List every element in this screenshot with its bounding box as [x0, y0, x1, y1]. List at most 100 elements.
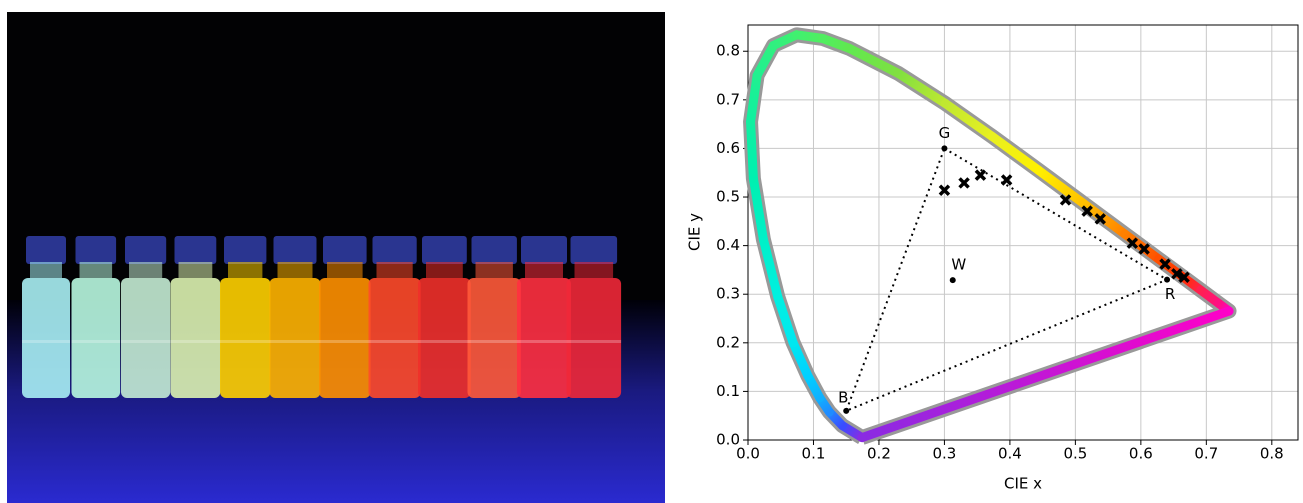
sample-marker — [1000, 174, 1013, 186]
vial-liquid-line — [517, 340, 571, 343]
vial-liquid-line — [467, 340, 521, 343]
vial-cap — [125, 236, 167, 264]
y-tick-label: 0.6 — [716, 139, 740, 157]
vial-neck — [327, 262, 363, 278]
locus-segment — [758, 234, 783, 302]
y-axis-label: CIE y — [686, 213, 704, 251]
vial-liquid-line — [71, 340, 121, 343]
y-tick-label: 0.8 — [716, 42, 740, 60]
vial-neck — [376, 262, 413, 278]
sample-marker — [1171, 268, 1183, 280]
sample-marker — [1126, 237, 1139, 249]
x-tick-label: 0.0 — [736, 445, 760, 463]
y-tick-label: 0.2 — [716, 333, 740, 351]
vial-cap — [224, 236, 267, 264]
vial-body — [269, 278, 321, 398]
plot-frame — [747, 24, 1299, 441]
locus-segment — [752, 40, 778, 80]
vial-neck — [178, 262, 213, 278]
vial-body — [418, 278, 471, 398]
vial-neck — [525, 262, 563, 278]
primary-point — [941, 145, 948, 152]
sample-marker — [958, 177, 970, 189]
vial-cap — [521, 236, 567, 264]
vial-liquid-line — [22, 340, 70, 343]
sample-marker — [1081, 205, 1093, 217]
x-tick-label: 0.6 — [1129, 445, 1153, 463]
vial-neck — [30, 262, 62, 278]
locus-segment — [987, 132, 1044, 175]
primary-label: W — [951, 256, 966, 274]
primary-point — [1164, 276, 1171, 283]
locus-segment — [857, 306, 1234, 443]
vial-body — [170, 278, 221, 398]
primary-label: G — [939, 124, 951, 142]
vial-body — [121, 278, 171, 398]
vial-liquid-line — [170, 340, 221, 343]
vial-neck — [79, 262, 113, 278]
vial-cap — [471, 236, 517, 264]
vial-cap — [174, 236, 217, 264]
vial-liquid-line — [418, 340, 471, 343]
locus-segment — [746, 70, 762, 127]
vial-liquid-line — [566, 340, 622, 343]
y-tick-label: 0.0 — [716, 431, 740, 449]
sample-marker — [1178, 271, 1190, 283]
vial-body — [22, 278, 70, 398]
x-tick-label: 0.7 — [1194, 445, 1218, 463]
vial-body — [517, 278, 571, 398]
y-tick-label: 0.4 — [716, 236, 740, 254]
vial-cap — [75, 236, 117, 264]
x-tick-label: 0.2 — [867, 445, 891, 463]
locus-segment — [893, 68, 950, 109]
vial-cap — [273, 236, 317, 264]
y-tick-label: 0.5 — [716, 188, 740, 206]
vial-body — [319, 278, 371, 398]
vial-liquid-line — [319, 340, 371, 343]
locus-outline — [743, 27, 1237, 445]
sample-marker — [1159, 258, 1171, 270]
locus-segment — [748, 173, 768, 244]
locus-segment — [773, 292, 798, 347]
vial-cap — [570, 236, 618, 264]
locus-segment — [844, 43, 903, 78]
vial-liquid-line — [368, 340, 421, 343]
x-axis-label: CIE x — [1004, 475, 1042, 493]
locus-segment — [788, 337, 813, 381]
primary-label: R — [1165, 285, 1175, 303]
y-tick-label: 0.7 — [716, 90, 740, 108]
vial-body — [368, 278, 421, 398]
y-tick-label: 0.1 — [716, 382, 740, 400]
vial-cap — [422, 236, 467, 264]
locus-segment — [818, 34, 854, 53]
x-tick-label: 0.3 — [932, 445, 956, 463]
vial-neck — [426, 262, 463, 278]
sample-marker — [1138, 243, 1150, 255]
x-tick-label: 0.1 — [802, 445, 826, 463]
vial-body — [220, 278, 271, 398]
vial-liquid-line — [269, 340, 321, 343]
vial-neck — [574, 262, 614, 278]
vial-neck — [228, 262, 263, 278]
vial-liquid-line — [220, 340, 271, 343]
vial-body — [467, 278, 521, 398]
x-tick-label: 0.8 — [1260, 445, 1284, 463]
x-tick-label: 0.5 — [1063, 445, 1087, 463]
primary-point — [843, 407, 850, 414]
y-tick-label: 0.3 — [716, 285, 740, 303]
vial-liquid-line — [121, 340, 171, 343]
vial-cap — [26, 236, 66, 264]
vial-neck — [129, 262, 163, 278]
primary-label: B — [838, 388, 848, 406]
vial-neck — [475, 262, 513, 278]
sample-marker — [1059, 194, 1072, 206]
locus-segment — [940, 99, 997, 142]
vial-neck — [277, 262, 313, 278]
sample-marker — [938, 184, 951, 196]
vial-body — [71, 278, 121, 398]
primary-point — [949, 277, 956, 284]
sample-marker — [1094, 213, 1106, 225]
x-tick-label: 0.4 — [998, 445, 1022, 463]
